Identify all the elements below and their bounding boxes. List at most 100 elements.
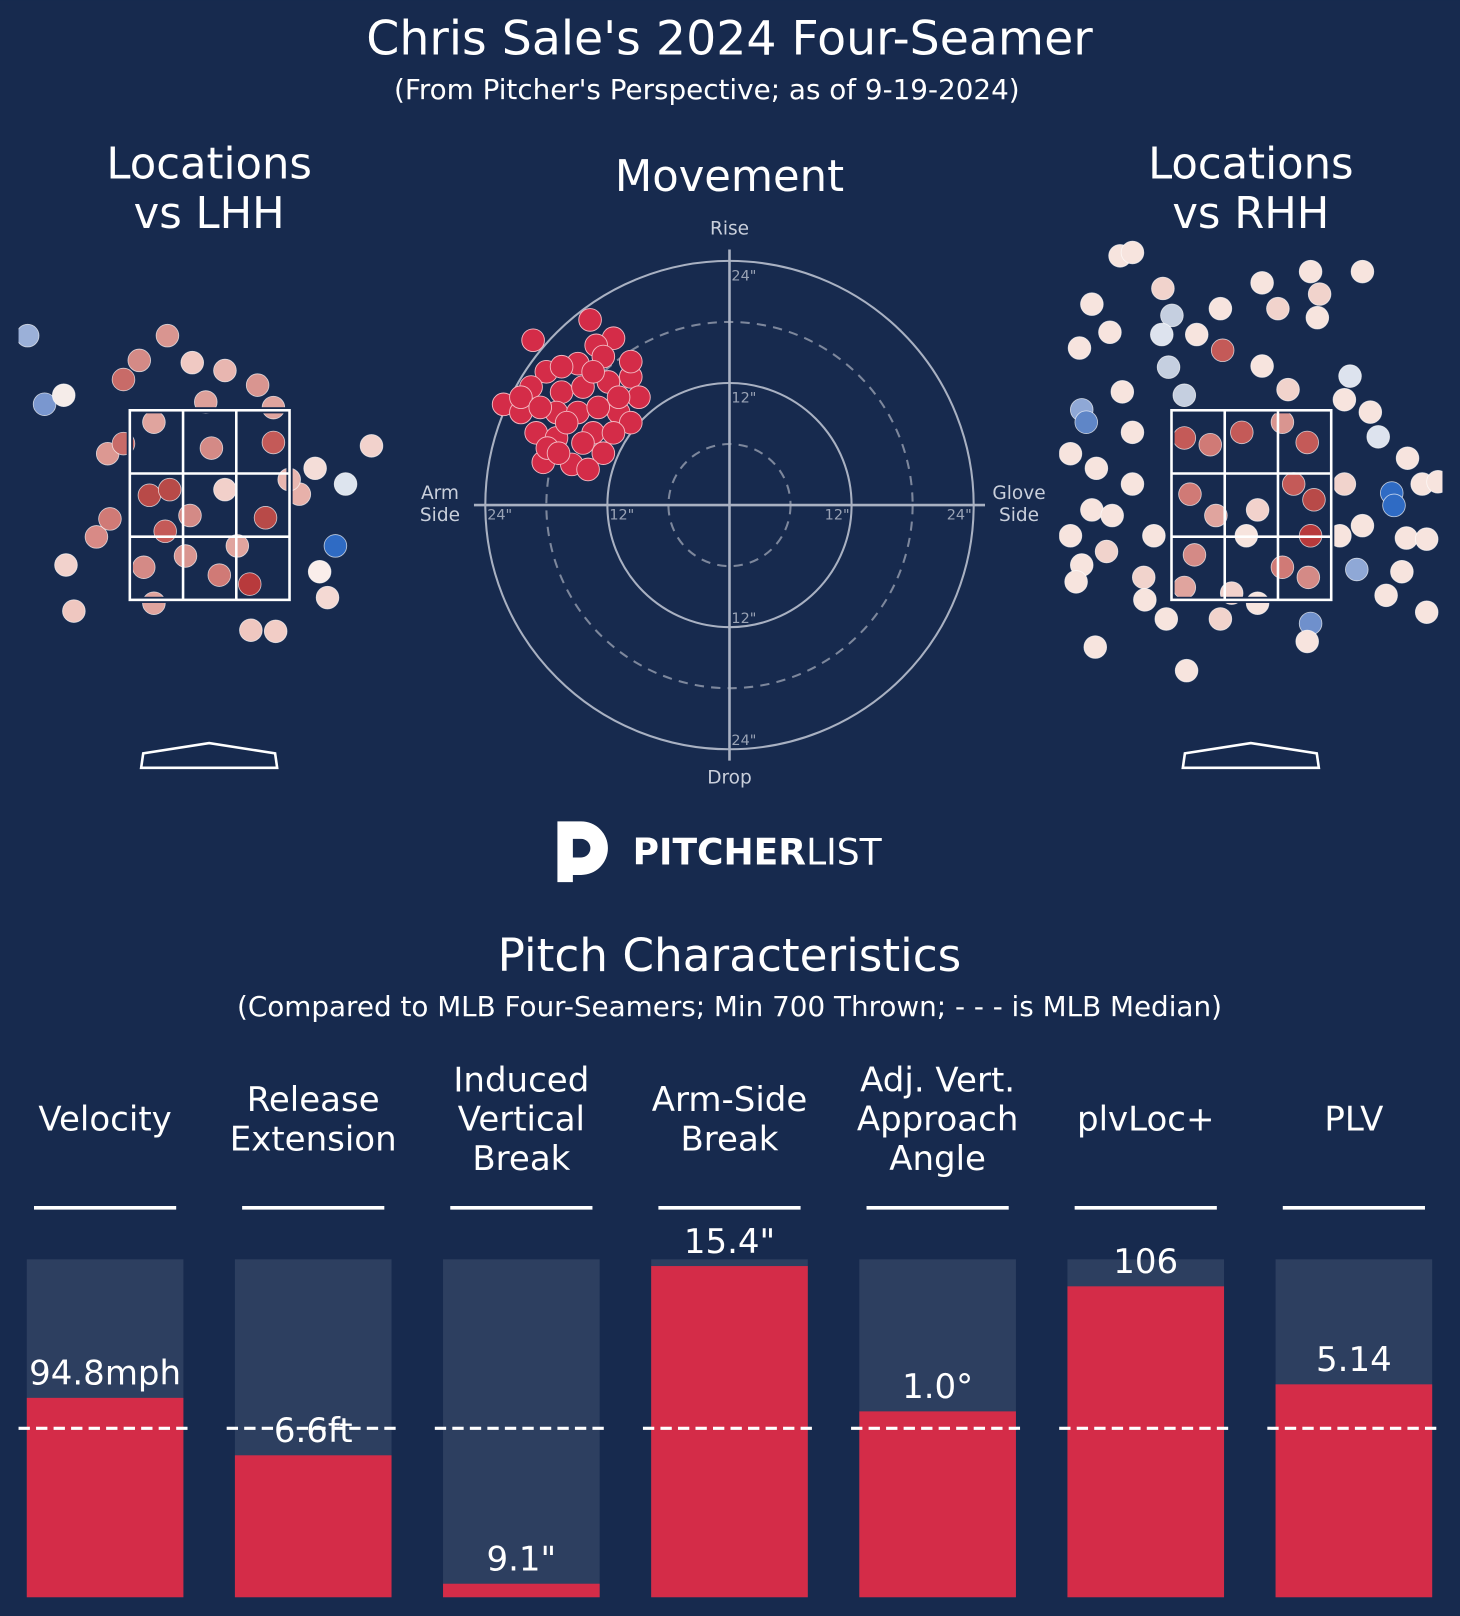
pitch-point bbox=[207, 563, 232, 587]
pitch-point bbox=[213, 477, 237, 502]
pitch-point bbox=[1184, 322, 1209, 347]
pitch-point bbox=[127, 348, 152, 373]
pitch-point bbox=[1100, 503, 1124, 528]
bar bbox=[1067, 1286, 1225, 1598]
pitch-point bbox=[1414, 527, 1439, 551]
pitch-point bbox=[1270, 410, 1295, 434]
pitch-point bbox=[1296, 565, 1321, 590]
pitch-point bbox=[1094, 539, 1119, 564]
pitch-point bbox=[173, 544, 198, 568]
pitch-point bbox=[1131, 565, 1156, 590]
pitch-point bbox=[1281, 472, 1306, 496]
pitch-point bbox=[307, 559, 332, 584]
movement-point bbox=[546, 441, 571, 465]
stat-label: 1.0° bbox=[902, 1367, 973, 1407]
pitch-point bbox=[1172, 426, 1197, 450]
pitch-point bbox=[1064, 570, 1088, 594]
pitch-point bbox=[1110, 380, 1135, 404]
ring-label: 24" bbox=[731, 733, 756, 749]
pitch-point bbox=[1245, 591, 1270, 615]
pitch-point bbox=[1395, 446, 1420, 470]
ring-label: 12" bbox=[731, 390, 756, 406]
axis-label: Arm bbox=[421, 483, 459, 504]
pitch-point bbox=[1142, 524, 1166, 548]
pitch-point bbox=[213, 358, 237, 383]
metric-label: PLV bbox=[1324, 1100, 1383, 1140]
bar bbox=[859, 1411, 1016, 1598]
pitch-point bbox=[1172, 575, 1197, 600]
pitch-point bbox=[137, 483, 162, 508]
bar bbox=[26, 1397, 184, 1598]
stat-label: 94.8mph bbox=[29, 1354, 181, 1394]
pitch-point bbox=[303, 456, 327, 481]
pitch-point bbox=[1350, 259, 1375, 284]
pitch-point bbox=[1150, 322, 1174, 347]
pitch-point bbox=[1204, 503, 1228, 528]
pitch-point bbox=[1305, 305, 1330, 330]
pitch-point bbox=[1332, 472, 1357, 496]
pitch-point bbox=[1059, 524, 1083, 548]
strike-zone bbox=[126, 407, 293, 603]
ring-label: 12" bbox=[825, 507, 850, 523]
pitch-point bbox=[1307, 282, 1332, 306]
metric-label: Angle bbox=[889, 1139, 986, 1179]
pitch-point bbox=[180, 350, 204, 375]
section-subtitle: (Compared to MLB Four-Seamers; Min 700 T… bbox=[237, 990, 1222, 1023]
logo-icon bbox=[557, 821, 608, 883]
axis-label: Glove bbox=[992, 483, 1045, 504]
pitch-point bbox=[1154, 607, 1179, 631]
bar-track bbox=[443, 1259, 600, 1598]
movement-point bbox=[618, 349, 643, 374]
pitch-point bbox=[1394, 526, 1419, 550]
pitch-point bbox=[1178, 482, 1202, 506]
pitch-point bbox=[142, 591, 166, 615]
pitch-point bbox=[1160, 303, 1184, 328]
pitch-point bbox=[1098, 320, 1122, 345]
pitch-point bbox=[323, 534, 348, 558]
logo-word: PITCHER bbox=[633, 831, 807, 873]
home-plate bbox=[1181, 741, 1321, 770]
ring-label: 12" bbox=[731, 611, 756, 627]
pitch-point bbox=[1266, 296, 1290, 321]
pitch-point bbox=[1276, 377, 1300, 402]
pitch-point bbox=[51, 383, 76, 407]
pitch-point bbox=[1358, 400, 1383, 424]
pitch-point bbox=[155, 323, 180, 348]
pitch-point bbox=[1250, 271, 1274, 295]
pitch-point bbox=[261, 430, 286, 455]
movement-point bbox=[549, 354, 574, 379]
stat-label: 106 bbox=[1113, 1242, 1178, 1282]
chart-title: Movement bbox=[615, 152, 844, 202]
pitch-point bbox=[253, 506, 278, 530]
pitch-point bbox=[1133, 588, 1157, 612]
chart-title: Locations bbox=[106, 140, 312, 190]
movement-point bbox=[578, 308, 602, 332]
pitch-point bbox=[359, 434, 384, 458]
metric-label: Arm-Side bbox=[652, 1080, 808, 1120]
logo-word: LIST bbox=[806, 831, 883, 873]
ring-label: 24" bbox=[487, 507, 512, 523]
section-title: Pitch Characteristics bbox=[498, 929, 962, 982]
pitch-point bbox=[1084, 456, 1109, 481]
pitch-point bbox=[1080, 498, 1104, 522]
movement-point bbox=[554, 410, 579, 435]
pitch-point bbox=[84, 525, 109, 549]
pitch-point bbox=[1250, 354, 1274, 378]
ring-label: 24" bbox=[731, 268, 756, 284]
pitch-point bbox=[245, 373, 270, 397]
chart-title: vs LHH bbox=[134, 189, 285, 239]
bar bbox=[1275, 1384, 1433, 1598]
movement-point bbox=[509, 385, 533, 410]
stat-label: 15.4" bbox=[684, 1222, 775, 1262]
pitch-point bbox=[157, 477, 182, 502]
movement-point bbox=[606, 385, 631, 410]
home-plate bbox=[139, 741, 279, 770]
axis-label: Drop bbox=[707, 768, 752, 789]
strike-zone bbox=[1168, 407, 1335, 603]
bar bbox=[234, 1455, 392, 1598]
metric-label: Induced bbox=[453, 1061, 589, 1101]
points bbox=[1059, 240, 1443, 683]
metric-label: Approach bbox=[857, 1100, 1019, 1140]
metric-label: Adj. Vert. bbox=[860, 1061, 1015, 1101]
